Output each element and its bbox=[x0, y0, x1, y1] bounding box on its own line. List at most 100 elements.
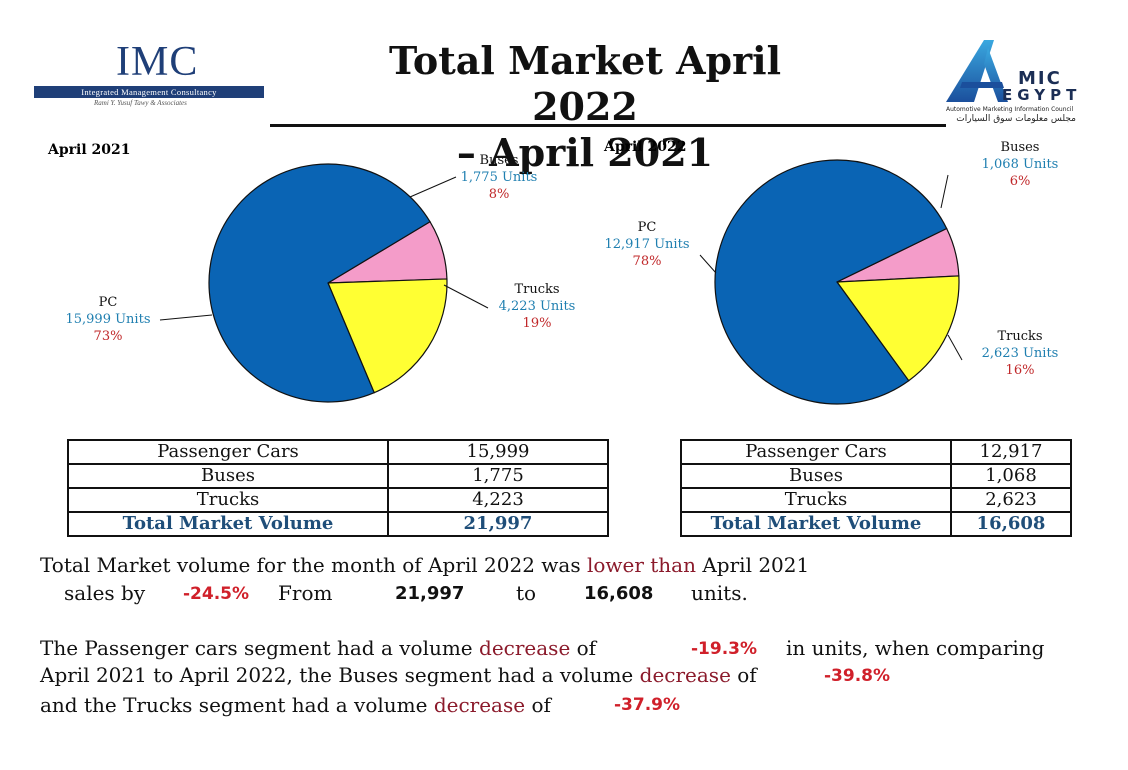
label-percent-buses: 6% bbox=[1010, 174, 1031, 189]
label-units-buses: 1,068 Units bbox=[982, 157, 1059, 172]
row-value: 1,775 bbox=[387, 463, 609, 489]
summary-lower-than: lower than bbox=[586, 553, 696, 577]
summary-units: units. bbox=[691, 581, 748, 605]
imc-logo-tagline: Rami Y. Yusuf Tawy & Associates bbox=[94, 99, 187, 107]
label-leader-trucks bbox=[947, 334, 963, 361]
summary-to-value: 16,608 bbox=[584, 583, 654, 604]
label-leader-trucks bbox=[443, 284, 489, 309]
table-total-row: Total Market Volume 16,608 bbox=[680, 511, 1072, 537]
amic-logo-mic: MIC bbox=[1018, 68, 1062, 89]
label-leader-pc bbox=[699, 254, 717, 274]
label-leader-buses bbox=[409, 176, 457, 198]
chart-title-2022: April 2022 bbox=[603, 139, 687, 155]
segments-text: and the Trucks segment had a volume bbox=[40, 693, 428, 717]
row-value: 15,999 bbox=[387, 439, 609, 465]
pie-slice-pc-2022 bbox=[714, 159, 948, 405]
row-label: Trucks bbox=[67, 487, 389, 513]
title-underline bbox=[270, 124, 946, 127]
total-value: 21,997 bbox=[387, 511, 609, 537]
pie-charts: April 2021 April 2022 PC 15,999 Units 73% B… bbox=[47, 139, 1059, 405]
pie-slice-trucks-2021 bbox=[327, 278, 448, 394]
summary-from-value: 21,997 bbox=[395, 583, 465, 604]
trucks-change: -37.9% bbox=[614, 695, 681, 715]
volume-table-2022: Passenger Cars 12,917 Buses 1,068 Trucks… bbox=[680, 439, 1072, 537]
row-value: 12,917 bbox=[950, 439, 1072, 465]
pie-slice-pc-2021 bbox=[208, 163, 431, 403]
table-row: Trucks 2,623 bbox=[680, 487, 1072, 513]
row-label: Passenger Cars bbox=[680, 439, 952, 465]
imc-logo-letters: IMC bbox=[116, 39, 199, 85]
summary-text: April 2021 bbox=[702, 553, 810, 577]
decrease-word: decrease bbox=[433, 693, 526, 717]
label-leader-buses bbox=[940, 174, 949, 209]
pie-2022: PC 12,917 Units 78% Buses 1,068 Units 6% Truck… bbox=[604, 140, 1059, 405]
summary-sales-by: sales by bbox=[64, 581, 146, 605]
amic-logo-subtitle: Automotive Marketing Information Council bbox=[946, 106, 1074, 113]
row-value: 2,623 bbox=[950, 487, 1072, 513]
label-percent-pc: 78% bbox=[633, 254, 662, 269]
buses-change: -39.8% bbox=[824, 666, 891, 686]
decrease-word: decrease bbox=[479, 636, 571, 660]
amic-logo-egypt: EGYPT bbox=[1002, 86, 1082, 104]
table-row: Passenger Cars 15,999 bbox=[67, 439, 609, 465]
label-units-buses: 1,775 Units bbox=[461, 170, 538, 185]
table-row: Buses 1,775 bbox=[67, 463, 609, 489]
summary-line-2: sales by bbox=[64, 581, 145, 605]
segments-text: April 2021 to April 2022, the Buses segm… bbox=[40, 663, 634, 687]
of-word: of bbox=[576, 636, 597, 660]
label-name-trucks: Trucks bbox=[997, 329, 1042, 344]
summary-change: -24.5% bbox=[183, 584, 250, 604]
decrease-word: decrease bbox=[639, 663, 731, 687]
label-units-trucks: 2,623 Units bbox=[982, 346, 1059, 361]
amic-logo: MIC EGYPT Automotive Marketing Informati… bbox=[944, 38, 1084, 128]
summary-line-1: Total Market volume for the month of Apr… bbox=[40, 553, 809, 577]
table-row: Passenger Cars 12,917 bbox=[680, 439, 1072, 465]
summary-to: to bbox=[516, 581, 537, 605]
table-total-row: Total Market Volume 21,997 bbox=[67, 511, 609, 537]
row-label: Trucks bbox=[680, 487, 952, 513]
imc-logo-name: Integrated Management Consultancy bbox=[34, 86, 264, 98]
row-label: Buses bbox=[680, 463, 952, 489]
row-value: 4,223 bbox=[387, 487, 609, 513]
of-word: of bbox=[737, 663, 757, 687]
pc-change: -19.3% bbox=[691, 639, 758, 659]
label-units-trucks: 4,223 Units bbox=[499, 299, 576, 314]
label-percent-trucks: 16% bbox=[1006, 363, 1035, 378]
of-word: of bbox=[531, 693, 551, 717]
table-row: Trucks 4,223 bbox=[67, 487, 609, 513]
total-value: 16,608 bbox=[950, 511, 1072, 537]
table-row: Buses 1,068 bbox=[680, 463, 1072, 489]
segments-text: The Passenger cars segment had a volume bbox=[40, 636, 473, 660]
row-label: Buses bbox=[67, 463, 389, 489]
label-name-pc: PC bbox=[638, 220, 657, 235]
label-percent-buses: 8% bbox=[489, 187, 510, 202]
label-units-pc: 15,999 Units bbox=[65, 312, 150, 327]
total-label: Total Market Volume bbox=[680, 511, 952, 537]
label-name-buses: Buses bbox=[480, 153, 519, 168]
title-line-1: Total Market April 2022 bbox=[388, 38, 782, 129]
segments-line-3: and the Trucks segment had a volume decr… bbox=[40, 693, 551, 717]
label-percent-trucks: 19% bbox=[523, 316, 552, 331]
amic-logo-arabic: مجلس معلومات سوق السيارات bbox=[956, 114, 1076, 124]
segments-text: in units, when comparing bbox=[786, 636, 1045, 660]
pie-2021: PC 15,999 Units 73% Buses 1,775 Units 8% Truck… bbox=[65, 153, 576, 403]
row-value: 1,068 bbox=[950, 463, 1072, 489]
label-units-pc: 12,917 Units bbox=[604, 237, 689, 252]
summary-text: Total Market volume for the month of Apr… bbox=[40, 553, 581, 577]
page-title: Total Market April 2022 – April 2021 bbox=[330, 38, 840, 176]
amic-logo-a-mark bbox=[946, 40, 1008, 102]
segments-line-1: The Passenger cars segment had a volume … bbox=[40, 636, 596, 660]
label-name-trucks: Trucks bbox=[514, 282, 559, 297]
volume-table-2021: Passenger Cars 15,999 Buses 1,775 Trucks… bbox=[67, 439, 609, 537]
title-line-2: – April 2021 bbox=[456, 130, 714, 175]
label-name-pc: PC bbox=[99, 295, 118, 310]
row-label: Passenger Cars bbox=[67, 439, 389, 465]
label-name-buses: Buses bbox=[1001, 140, 1040, 155]
pie-slice-trucks-2022 bbox=[835, 275, 960, 382]
label-percent-pc: 73% bbox=[94, 329, 123, 344]
summary-from: From bbox=[278, 581, 333, 605]
label-leader-pc bbox=[159, 314, 213, 321]
imc-logo: IMC Integrated Management Consultancy Ra… bbox=[34, 36, 266, 126]
segments-line-2: April 2021 to April 2022, the Buses segm… bbox=[40, 663, 757, 687]
total-label: Total Market Volume bbox=[67, 511, 389, 537]
